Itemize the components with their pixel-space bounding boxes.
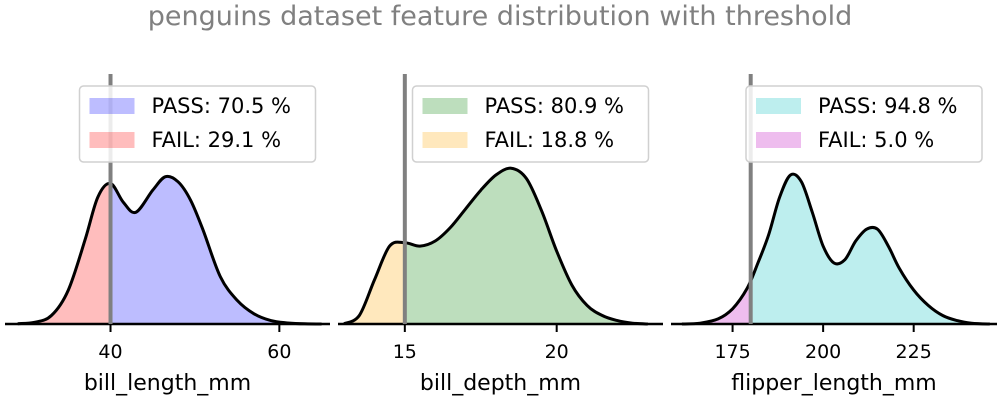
legend-box [745, 85, 983, 163]
pass-legend-swatch [89, 98, 135, 114]
fail-legend-swatch [89, 132, 135, 148]
pass-legend-swatch [422, 98, 468, 114]
fail-legend-swatch [422, 132, 468, 148]
chart-title: penguins dataset feature distribution wi… [147, 1, 853, 32]
x-tick-label: 175 [714, 341, 750, 363]
x-tick-label: 15 [393, 341, 417, 363]
legend-box [78, 85, 317, 163]
density-curve [17, 174, 322, 326]
x-axis-label: bill_length_mm [84, 371, 251, 396]
fail-area [17, 183, 111, 324]
x-axis-label: flipper_length_mm [731, 371, 936, 396]
legend-box [411, 85, 650, 163]
x-tick-label: 40 [98, 341, 122, 363]
density-curve [343, 166, 648, 326]
pass-legend-swatch [756, 98, 801, 114]
fail-legend-label: FAIL: 5.0 % [818, 128, 934, 152]
pass-area [110, 176, 322, 324]
panel-bill-length: 40 60 bill_length_mm PASS: 70.5 % FAIL: 29.1… [5, 74, 330, 396]
panel-bill-depth: 15 20 bill_depth_mm PASS: 80.9 % FAIL: 18.8 … [338, 74, 663, 396]
x-tick-label: 225 [896, 341, 932, 363]
fail-area [681, 281, 751, 324]
x-axis-label: bill_depth_mm [420, 371, 581, 396]
pass-legend-label: PASS: 94.8 % [818, 94, 957, 118]
panel-flipper-length: 175 200 225 flipper_length_mm PASS: 94.8 % FA… [671, 74, 997, 396]
density-curve [681, 172, 990, 326]
x-tick-label: 200 [805, 341, 841, 363]
pass-area [750, 174, 990, 324]
pass-area [404, 168, 648, 324]
fail-legend-label: FAIL: 29.1 % [152, 128, 282, 152]
fail-legend-swatch [756, 132, 801, 148]
pass-legend-label: PASS: 80.9 % [485, 94, 624, 118]
fail-legend-label: FAIL: 18.8 % [485, 128, 615, 152]
pass-legend-label: PASS: 70.5 % [152, 94, 291, 118]
x-tick-label: 60 [267, 341, 291, 363]
x-tick-label: 20 [545, 341, 569, 363]
